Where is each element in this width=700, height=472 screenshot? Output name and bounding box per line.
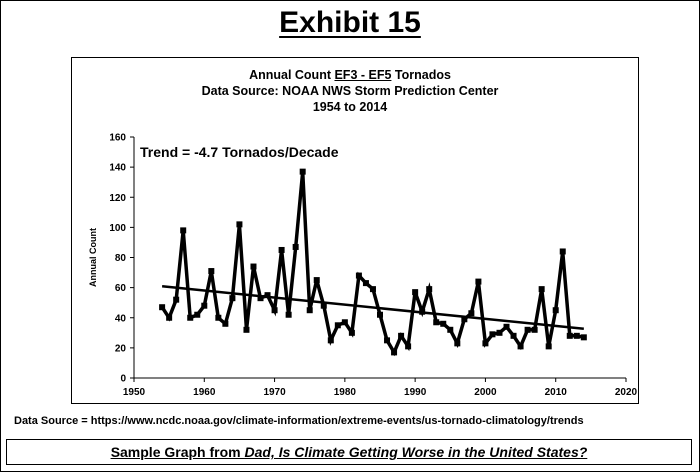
data-point-2013	[573, 332, 580, 339]
caption-prefix: Sample Graph from	[110, 444, 245, 460]
data-point-1963	[222, 320, 229, 327]
chart-container	[71, 57, 639, 404]
x-tick-label: 1980	[334, 387, 357, 398]
data-point-2012	[566, 332, 573, 339]
data-point-2003	[503, 323, 510, 330]
data-point-1985	[377, 311, 383, 318]
chart-title-ef-range: EF3 - EF5	[334, 68, 392, 82]
caption-box: Sample Graph from Dad, Is Climate Gettin…	[6, 439, 692, 465]
data-point-2004	[510, 332, 517, 339]
data-point-1999	[475, 278, 482, 285]
data-point-2000	[482, 340, 489, 347]
chart-title-line2: Data Source: NOAA NWS Storm Prediction C…	[201, 84, 499, 98]
data-point-1955	[166, 314, 173, 321]
data-point-2014	[580, 334, 587, 341]
data-point-2001	[489, 331, 496, 338]
data-point-1969	[264, 292, 271, 299]
data-source-url: Data Source = https://www.ncdc.noaa.gov/…	[14, 415, 584, 427]
x-tick-label: 2020	[615, 387, 638, 398]
data-point-1993	[433, 319, 440, 326]
caption-book-title: Dad, Is Climate Getting Worse in the Uni…	[244, 444, 588, 460]
x-tick-label: 1960	[193, 387, 216, 398]
exhibit-title: Exhibit 15	[279, 6, 421, 39]
data-point-1987	[391, 349, 398, 356]
data-point-1957	[180, 227, 187, 234]
y-axis-label: Annual Count	[88, 228, 98, 287]
caption-text: Sample Graph from Dad, Is Climate Gettin…	[111, 444, 588, 460]
data-point-1960	[201, 302, 208, 309]
data-point-2002	[496, 329, 503, 336]
y-ticks: 0 20 40 60 80 100 120 140 160	[109, 133, 134, 385]
data-point-1983	[362, 280, 369, 287]
data-point-2007	[531, 326, 538, 333]
y-tick-label: 0	[120, 374, 126, 385]
data-point-1986	[384, 337, 391, 344]
data-point-1968	[257, 295, 264, 302]
y-tick-label: 120	[109, 193, 126, 204]
data-point-1984	[369, 286, 376, 293]
data-point-1978	[327, 337, 334, 344]
data-point-2005	[517, 343, 524, 350]
data-point-1976	[313, 277, 320, 284]
data-point-1997	[461, 316, 468, 323]
x-tick-label: 2000	[474, 387, 497, 398]
y-tick-label: 100	[109, 223, 126, 234]
data-markers	[159, 168, 587, 356]
data-point-2009	[545, 343, 552, 350]
data-point-1973	[292, 243, 299, 250]
trend-annotation: Trend = -4.7 Tornados/Decade	[140, 144, 339, 160]
y-tick-label: 160	[109, 133, 126, 144]
data-point-1959	[194, 311, 201, 318]
data-point-2010	[552, 307, 559, 314]
data-point-1994	[440, 320, 447, 327]
chart-title-line1: Annual Count EF3 - EF5 Tornados	[0, 68, 700, 82]
data-point-1982	[355, 272, 362, 279]
y-tick-label: 20	[115, 343, 127, 354]
chart-title-line3: 1954 to 2014	[312, 100, 388, 114]
data-point-2008	[538, 286, 545, 293]
data-point-1992	[426, 286, 433, 293]
data-point-1980	[341, 319, 348, 326]
data-point-1972	[285, 311, 292, 318]
y-tick-label: 60	[115, 283, 127, 294]
data-point-2011	[559, 248, 566, 255]
data-point-1977	[320, 302, 327, 309]
data-point-1964	[229, 295, 236, 302]
data-point-2006	[524, 326, 531, 333]
y-tick-label: 140	[109, 163, 126, 174]
data-point-1961	[208, 268, 215, 275]
data-point-1975	[306, 307, 313, 314]
data-point-1979	[334, 322, 341, 329]
data-point-1981	[348, 329, 355, 336]
data-point-1958	[187, 314, 194, 321]
y-tick-label: 80	[115, 253, 127, 264]
chart-title-suffix: Tornados	[391, 68, 451, 82]
data-point-1974	[299, 168, 306, 175]
y-tick-label: 40	[115, 313, 127, 324]
data-point-1967	[250, 263, 257, 270]
data-point-1991	[419, 308, 426, 315]
data-point-1988	[398, 332, 405, 339]
data-point-1996	[454, 340, 461, 347]
x-ticks: 1950 1960 1970 1980 1990 2000 2010 2020	[123, 378, 638, 398]
data-point-1971	[278, 246, 285, 253]
data-point-1954	[159, 304, 166, 311]
x-tick-label: 1970	[263, 387, 286, 398]
data-point-1962	[215, 314, 222, 321]
x-tick-label: 2010	[545, 387, 568, 398]
data-point-1989	[405, 343, 412, 350]
data-point-1970	[271, 307, 278, 314]
chart-title-prefix: Annual Count	[249, 68, 335, 82]
data-point-1965	[236, 221, 243, 228]
data-point-1966	[243, 326, 250, 333]
x-tick-label: 1950	[123, 387, 146, 398]
data-point-1956	[173, 296, 180, 303]
data-point-1995	[447, 326, 454, 333]
data-point-1998	[468, 310, 475, 317]
x-tick-label: 1990	[404, 387, 427, 398]
data-point-1990	[412, 289, 419, 296]
